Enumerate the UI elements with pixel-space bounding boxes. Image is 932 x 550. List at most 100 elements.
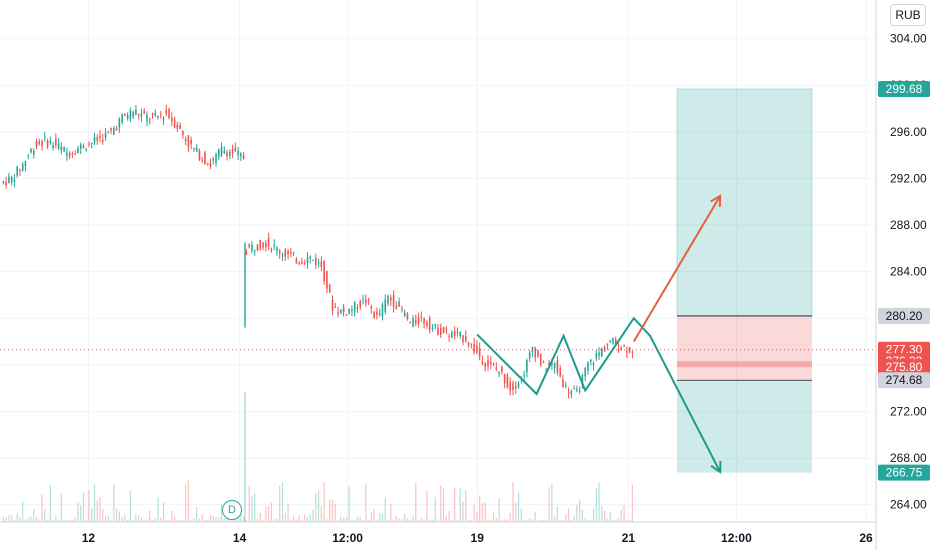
candle-body xyxy=(442,327,445,333)
candle-body xyxy=(248,244,250,248)
long-position-tool[interactable] xyxy=(676,88,813,473)
candle-body xyxy=(453,331,456,336)
volume-bar xyxy=(129,490,132,522)
volume-bar xyxy=(354,519,356,522)
candle-body xyxy=(184,139,187,142)
time-axis[interactable]: 12 14 12:00 19 21 12:00 26 xyxy=(0,521,876,545)
time-tick-label: 21 xyxy=(622,531,636,545)
price-tick-label: 292.00 xyxy=(890,171,927,185)
volume-bar xyxy=(223,517,225,522)
candle-body xyxy=(32,150,35,155)
volume-bar xyxy=(248,485,250,522)
candle-body xyxy=(598,352,600,356)
drawings[interactable] xyxy=(476,194,722,474)
volume-bar xyxy=(215,516,217,522)
volume-bar xyxy=(623,505,625,522)
candle-body xyxy=(182,130,184,136)
candle-body xyxy=(498,371,500,374)
volume-bar xyxy=(63,519,65,522)
candle-body xyxy=(204,152,206,165)
volume-bar xyxy=(365,483,367,522)
volume-bar xyxy=(551,483,553,522)
volume-bar xyxy=(379,512,381,522)
volume-bar xyxy=(226,518,228,522)
candle-body xyxy=(495,367,498,369)
candle-body xyxy=(245,251,248,254)
volume-bar xyxy=(515,502,517,522)
volume-bar xyxy=(417,519,420,522)
volume-bar xyxy=(570,519,572,522)
candle-body xyxy=(195,147,198,152)
candle-body xyxy=(390,297,392,301)
volume-bar xyxy=(55,515,57,522)
candle-body xyxy=(303,262,306,264)
candle-body xyxy=(628,347,631,353)
time-tick-label: 26 xyxy=(859,531,873,545)
volume-bar xyxy=(60,493,62,522)
time-tick-label: 12 xyxy=(82,531,96,545)
candle-body xyxy=(179,125,181,129)
volume-bar xyxy=(381,513,384,522)
price-tick-label: 264.00 xyxy=(890,498,927,512)
candle-body xyxy=(85,149,88,151)
volume-bar xyxy=(592,508,595,522)
price-tag-label: 275.80 xyxy=(886,360,923,374)
candle-body xyxy=(162,118,165,120)
candle-body xyxy=(154,112,157,116)
candle-body xyxy=(448,335,450,337)
volume-bar xyxy=(2,516,4,522)
candle-body xyxy=(16,166,18,176)
candle-body xyxy=(601,348,603,357)
price-tag xyxy=(878,80,930,97)
volume-bar xyxy=(198,518,201,522)
candle-body xyxy=(340,309,342,313)
currency-label[interactable]: RUB xyxy=(890,4,926,26)
candle-body xyxy=(176,124,179,129)
candle-body xyxy=(570,391,573,395)
volume-bar xyxy=(434,497,436,522)
volume-bar xyxy=(476,511,478,522)
candle-body xyxy=(501,366,503,372)
candle-body xyxy=(104,132,107,139)
candle-body xyxy=(251,244,253,252)
volume-bar xyxy=(556,506,559,522)
volume-bar xyxy=(384,497,386,522)
candle-body xyxy=(542,361,545,363)
volume-bar xyxy=(537,519,539,522)
dividend-icon[interactable]: D xyxy=(222,500,242,520)
volume-bar xyxy=(465,490,467,522)
candle-body xyxy=(481,361,484,364)
volume-bar xyxy=(534,511,536,522)
candle-body xyxy=(27,155,30,157)
volume-bar xyxy=(498,498,500,522)
candle-body xyxy=(362,299,364,301)
volume-bar xyxy=(115,508,118,522)
candle-body xyxy=(276,247,278,252)
volume-bar xyxy=(33,509,35,522)
volume-bar xyxy=(301,519,303,522)
volume-bar xyxy=(392,519,395,522)
candle-body xyxy=(262,243,264,248)
grid-lines xyxy=(0,0,876,522)
volume-bar xyxy=(71,519,74,522)
volume-bar xyxy=(626,519,628,522)
candle-body xyxy=(107,131,110,133)
volume-bar xyxy=(293,516,295,522)
candle-body xyxy=(617,348,620,350)
volume-bar xyxy=(279,485,281,522)
volume-bar xyxy=(151,519,154,522)
candle-body xyxy=(284,249,287,257)
candle-body xyxy=(113,128,115,135)
candle-body xyxy=(545,369,548,372)
price-tick-label: 296.00 xyxy=(890,125,927,139)
volume-bar xyxy=(13,519,16,522)
candle-body xyxy=(553,363,556,369)
volume-bar xyxy=(312,509,314,522)
volume-bar xyxy=(209,514,212,522)
candle-body xyxy=(559,367,562,377)
candle-body xyxy=(551,362,553,366)
candle-body xyxy=(301,261,303,264)
candle-body xyxy=(401,308,403,310)
candle-body xyxy=(370,306,373,309)
